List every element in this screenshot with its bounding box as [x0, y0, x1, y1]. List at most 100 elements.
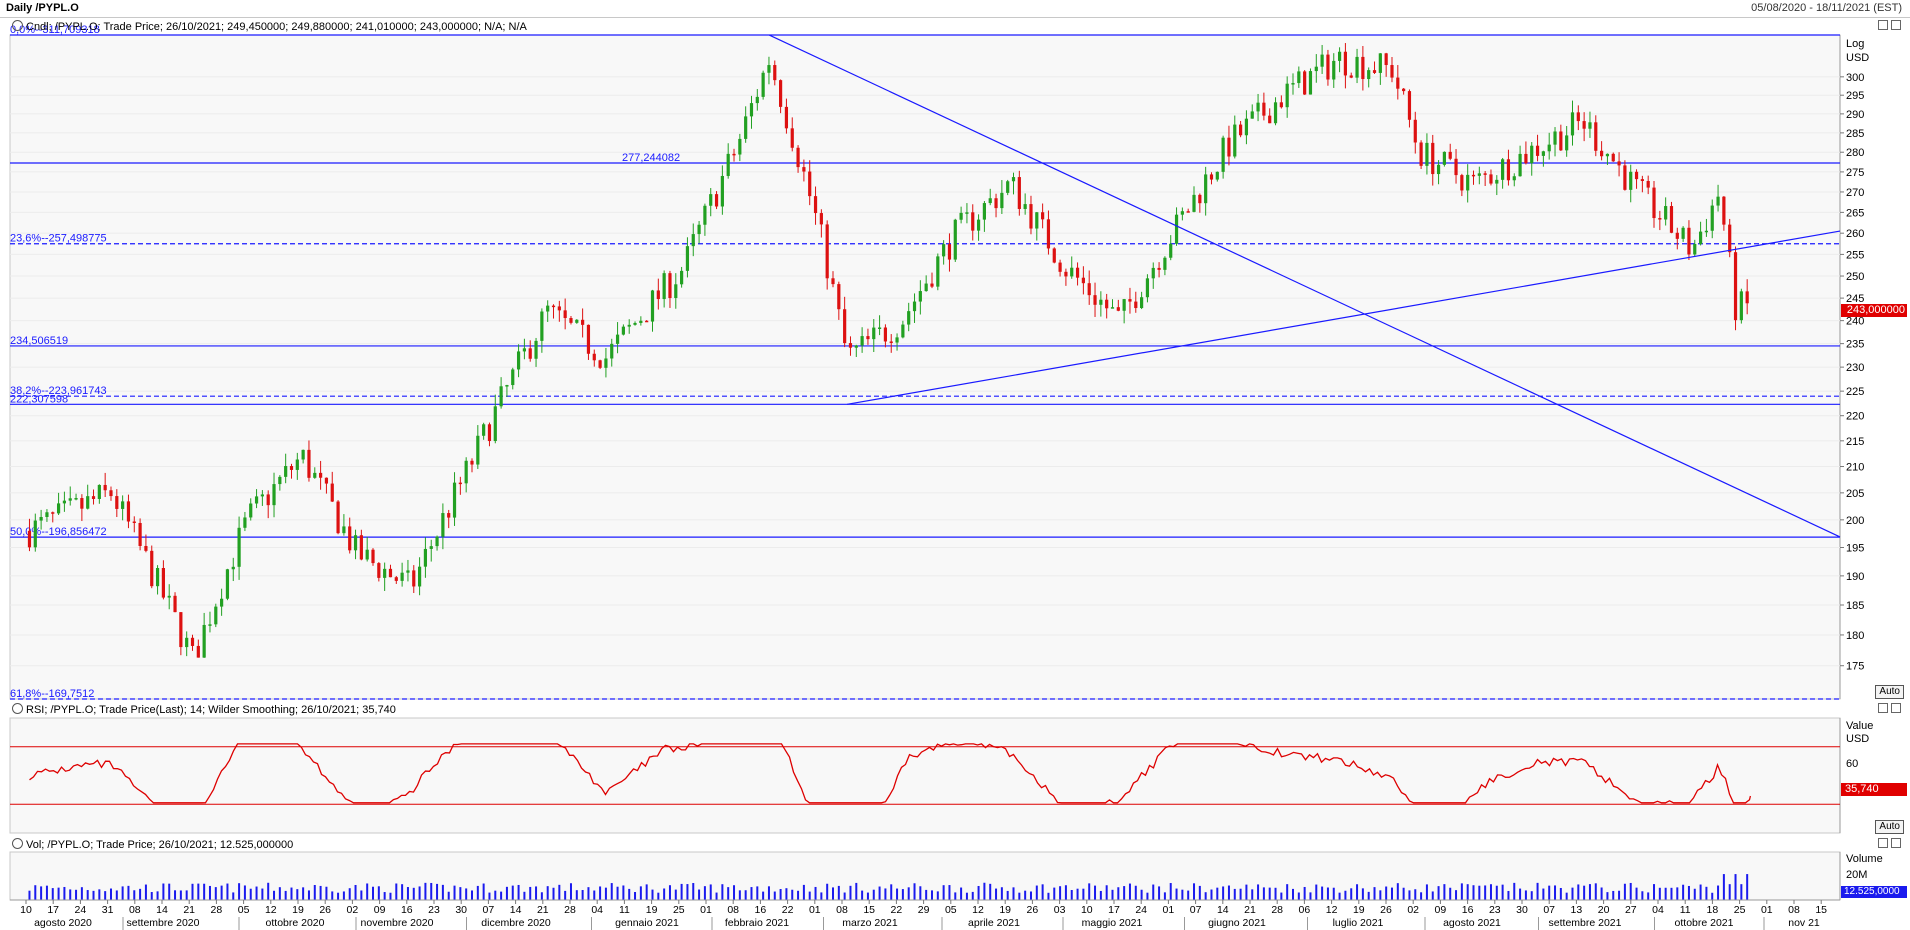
candle-body — [546, 305, 550, 312]
candle-body — [1093, 295, 1097, 305]
volume-bar — [1047, 892, 1050, 900]
candle-body — [1064, 271, 1068, 277]
close-icon[interactable] — [1891, 703, 1901, 713]
volume-bar — [1513, 882, 1516, 900]
volume-plot — [28, 874, 1749, 900]
volume-bar — [1670, 887, 1673, 900]
candle-body — [511, 369, 515, 386]
price-grid — [10, 76, 1840, 667]
volume-bar — [785, 888, 788, 900]
volume-bar — [144, 884, 147, 900]
candle-body — [330, 483, 334, 502]
candle-body — [1512, 176, 1516, 181]
day-label: 08 — [1788, 904, 1800, 916]
volume-bar — [348, 888, 351, 900]
candle-body — [1000, 192, 1004, 209]
volume-bar — [28, 890, 31, 900]
restore-icon[interactable] — [1878, 20, 1888, 30]
close-icon[interactable] — [1891, 20, 1901, 30]
day-label: 20 — [1598, 904, 1610, 916]
restore-icon[interactable] — [1878, 838, 1888, 848]
volume-bar — [587, 887, 590, 900]
last-price-tag: 243,000000 — [1841, 304, 1907, 317]
candle-body — [1198, 194, 1202, 204]
day-label: 22 — [891, 904, 903, 916]
volume-bar — [1000, 887, 1003, 900]
candle-body — [877, 327, 882, 329]
day-label: 19 — [292, 904, 304, 916]
volume-bar — [1583, 885, 1586, 900]
month-label: luglio 2021 — [1333, 917, 1384, 929]
volume-bar — [342, 891, 345, 900]
candle-body — [813, 196, 818, 214]
volume-bar — [639, 886, 642, 900]
candle-body — [173, 595, 177, 613]
volume-bar — [907, 887, 910, 900]
rsi-last-tag: 35,740 — [1841, 783, 1907, 796]
candle-body — [1320, 54, 1324, 67]
candle-body — [452, 482, 457, 518]
month-label: dicembre 2020 — [481, 917, 551, 929]
scale-log-label[interactable]: Log — [1846, 38, 1865, 50]
month-label: settembre 2021 — [1549, 917, 1622, 929]
candle-body — [400, 572, 404, 581]
panel-circle-icon[interactable] — [12, 703, 23, 714]
candle-body — [1675, 232, 1679, 239]
candle-body — [1431, 142, 1435, 175]
trendline[interactable] — [769, 34, 1841, 538]
volume-bar — [1664, 887, 1667, 900]
volume-bar — [337, 892, 340, 900]
candle-body — [1524, 153, 1528, 164]
candle-body — [1081, 277, 1085, 284]
candle-body — [988, 198, 992, 204]
y-tick-label: 195 — [1846, 542, 1864, 554]
day-label: 21 — [1244, 904, 1256, 916]
close-icon[interactable] — [1891, 838, 1901, 848]
candle-body — [487, 424, 492, 442]
candle-body — [464, 460, 468, 484]
candle-body — [703, 205, 707, 225]
candle-body — [1256, 102, 1260, 112]
volume-bar — [546, 886, 549, 900]
candle-body — [726, 153, 730, 176]
volume-bar — [1565, 892, 1568, 900]
candle-body — [155, 568, 160, 587]
day-label: 08 — [727, 904, 739, 916]
volume-bar — [1163, 892, 1166, 900]
volume-bar — [121, 886, 124, 900]
candle-body — [1372, 70, 1377, 73]
day-label: 02 — [347, 904, 359, 916]
candle-body — [476, 435, 480, 465]
volume-bar — [750, 887, 753, 900]
candle-body — [982, 203, 986, 220]
volume-bar — [1210, 889, 1213, 900]
panel-circle-icon[interactable] — [12, 838, 23, 849]
trendlines[interactable] — [769, 34, 1841, 538]
candle-body — [598, 360, 602, 368]
candle-body — [1128, 299, 1132, 302]
volume-legend-text: Vol; /PYPL.O; Trade Price; 26/10/2021; 1… — [26, 839, 294, 851]
candle-body — [231, 566, 235, 570]
trendline[interactable] — [847, 230, 1841, 405]
candle-body — [1337, 51, 1342, 61]
day-label: 13 — [1571, 904, 1583, 916]
volume-bar — [564, 890, 567, 900]
candle-body — [604, 358, 608, 368]
panel-circle-icon[interactable] — [12, 20, 23, 31]
candle-body — [907, 311, 911, 325]
candle-body — [196, 645, 200, 658]
volume-bar — [1647, 892, 1650, 900]
candle-body — [1664, 206, 1668, 220]
day-label: 26 — [1027, 904, 1039, 916]
volume-bar — [837, 885, 840, 900]
price-auto-button[interactable]: Auto — [1875, 685, 1904, 699]
candle-body — [802, 167, 806, 172]
volume-bar — [1612, 890, 1615, 900]
candle-body — [1501, 159, 1505, 180]
horizontal-levels[interactable]: 0,0%--311,709318 277,244082 23,6%--257,498… — [10, 24, 1840, 700]
volume-bar — [628, 888, 631, 900]
rsi-auto-button[interactable]: Auto — [1875, 820, 1904, 834]
restore-icon[interactable] — [1878, 703, 1888, 713]
candle-body — [1652, 187, 1656, 219]
